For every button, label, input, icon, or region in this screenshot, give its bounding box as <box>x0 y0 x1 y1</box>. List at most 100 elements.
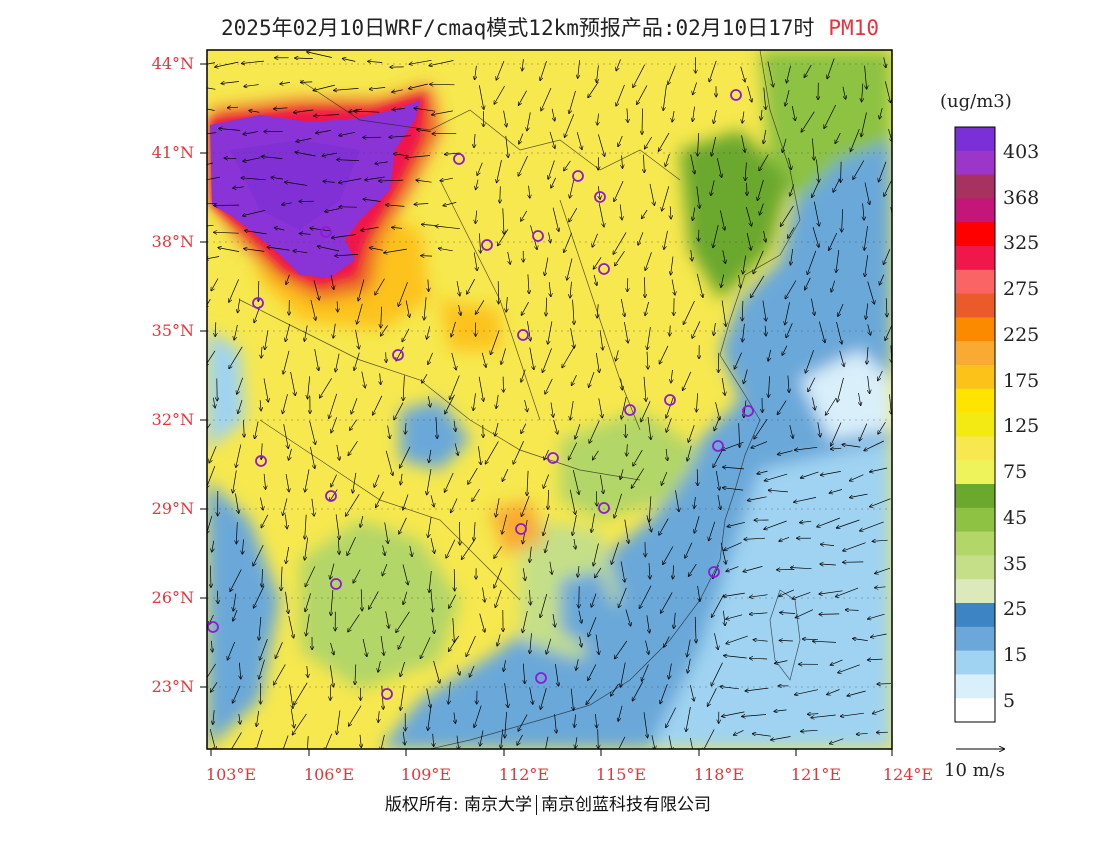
wind-arrow <box>207 108 215 111</box>
wind-arrow <box>753 640 768 642</box>
wind-arrow <box>285 591 289 614</box>
wind-arrow <box>696 393 697 412</box>
wind-arrow <box>647 351 648 369</box>
wind-arrow <box>599 330 603 350</box>
colorbar-swatch <box>955 388 995 414</box>
colorbar-swatch <box>955 626 995 652</box>
wind-arrow <box>336 444 340 460</box>
wind-arrow <box>750 594 768 598</box>
wind-arrow <box>785 302 790 324</box>
wind-arrow <box>830 659 843 665</box>
wind-arrow <box>724 542 742 551</box>
wind-arrow <box>307 736 309 749</box>
wind-arrow <box>210 565 211 588</box>
axis-ticks <box>200 63 893 756</box>
wind-arrow <box>348 441 358 455</box>
wind-arrow <box>883 249 891 264</box>
colorbar-label: 25 <box>1003 598 1028 620</box>
wind-arrow <box>633 64 646 88</box>
wind-arrow <box>498 229 509 245</box>
wind-arrow <box>449 635 459 651</box>
wind-arrow <box>308 376 311 398</box>
wind-arrow <box>409 59 432 64</box>
wind-arrow <box>683 300 695 324</box>
wind-arrow <box>330 684 331 700</box>
lat-label: 23°N <box>151 677 194 696</box>
wind-arrow <box>693 106 695 122</box>
wind-arrow <box>381 734 385 749</box>
wind-arrow <box>570 178 575 198</box>
wind-arrow <box>794 497 817 502</box>
wind-arrow <box>244 85 259 87</box>
wind-arrow <box>384 522 388 543</box>
wind-arrow <box>843 542 866 551</box>
wind-arrow <box>812 181 819 197</box>
wind-arrow <box>641 401 651 421</box>
wind-arrow <box>398 282 408 306</box>
wind-arrow <box>569 90 576 113</box>
colorbar-swatch <box>955 222 995 247</box>
wind-arrow <box>529 589 530 605</box>
wind-arrow <box>570 328 575 348</box>
lon-label: 109°E <box>400 765 452 784</box>
wind-arrow <box>502 514 508 534</box>
wind-arrow <box>588 664 597 680</box>
wind-arrow <box>746 232 751 250</box>
wind-arrow <box>314 115 339 117</box>
wind-arrow <box>663 546 674 565</box>
wind-arrow <box>293 251 308 253</box>
station-marker <box>252 297 264 309</box>
wind-arrow <box>485 441 499 463</box>
wind-arrow <box>474 522 475 541</box>
wind-arrow <box>354 111 380 112</box>
wind-arrow <box>456 281 460 296</box>
wind-arrow <box>740 66 745 82</box>
wind-arrow <box>261 346 262 358</box>
wind-arrow <box>827 58 835 79</box>
wind-arrow <box>314 349 319 370</box>
wind-arrow <box>450 375 460 400</box>
wind-arrow <box>209 446 217 463</box>
wind-arrow <box>716 158 721 177</box>
wind-arrow <box>851 128 860 151</box>
wind-arrow <box>347 536 356 555</box>
wind-arrow <box>239 662 240 679</box>
station-marker <box>708 566 720 578</box>
wind-arrow <box>642 209 648 219</box>
wind-arrow <box>597 65 599 82</box>
wind-arrow <box>779 589 795 596</box>
wind-arrow <box>763 129 767 144</box>
wind-arrow <box>661 471 668 485</box>
wind-arrow <box>294 109 314 113</box>
wind-arrow <box>254 306 261 322</box>
wind-arrow <box>867 347 868 364</box>
wind-arrow <box>842 209 843 232</box>
wind-arrow <box>674 612 676 629</box>
wind-arrow <box>562 345 576 368</box>
wind-arrow <box>830 738 844 744</box>
wind-arrow <box>804 64 812 77</box>
wind-arrow <box>645 640 649 655</box>
wind-arrow <box>686 706 691 731</box>
wind-arrow <box>723 467 745 469</box>
wind-arrow <box>422 224 435 225</box>
station-marker <box>742 405 754 417</box>
wind-arrow <box>506 296 507 312</box>
wind-arrow <box>546 638 552 654</box>
wind-arrow <box>245 231 267 235</box>
wind-arrow <box>627 108 628 122</box>
wind-arrow <box>320 378 332 398</box>
wind-arrow <box>744 369 748 384</box>
wind-arrow <box>429 60 454 66</box>
wind-arrow <box>570 400 574 420</box>
wind-arrow <box>884 57 886 67</box>
wind-arrow <box>233 685 241 703</box>
wind-arrow <box>687 639 691 657</box>
lon-label: 124°E <box>882 765 934 784</box>
wind-arrow <box>213 710 214 724</box>
wind-arrow <box>446 539 456 558</box>
wind-arrow <box>722 441 744 450</box>
wind-arrow <box>616 350 619 360</box>
wind-arrow <box>622 155 623 169</box>
wind-arrow <box>351 398 358 414</box>
